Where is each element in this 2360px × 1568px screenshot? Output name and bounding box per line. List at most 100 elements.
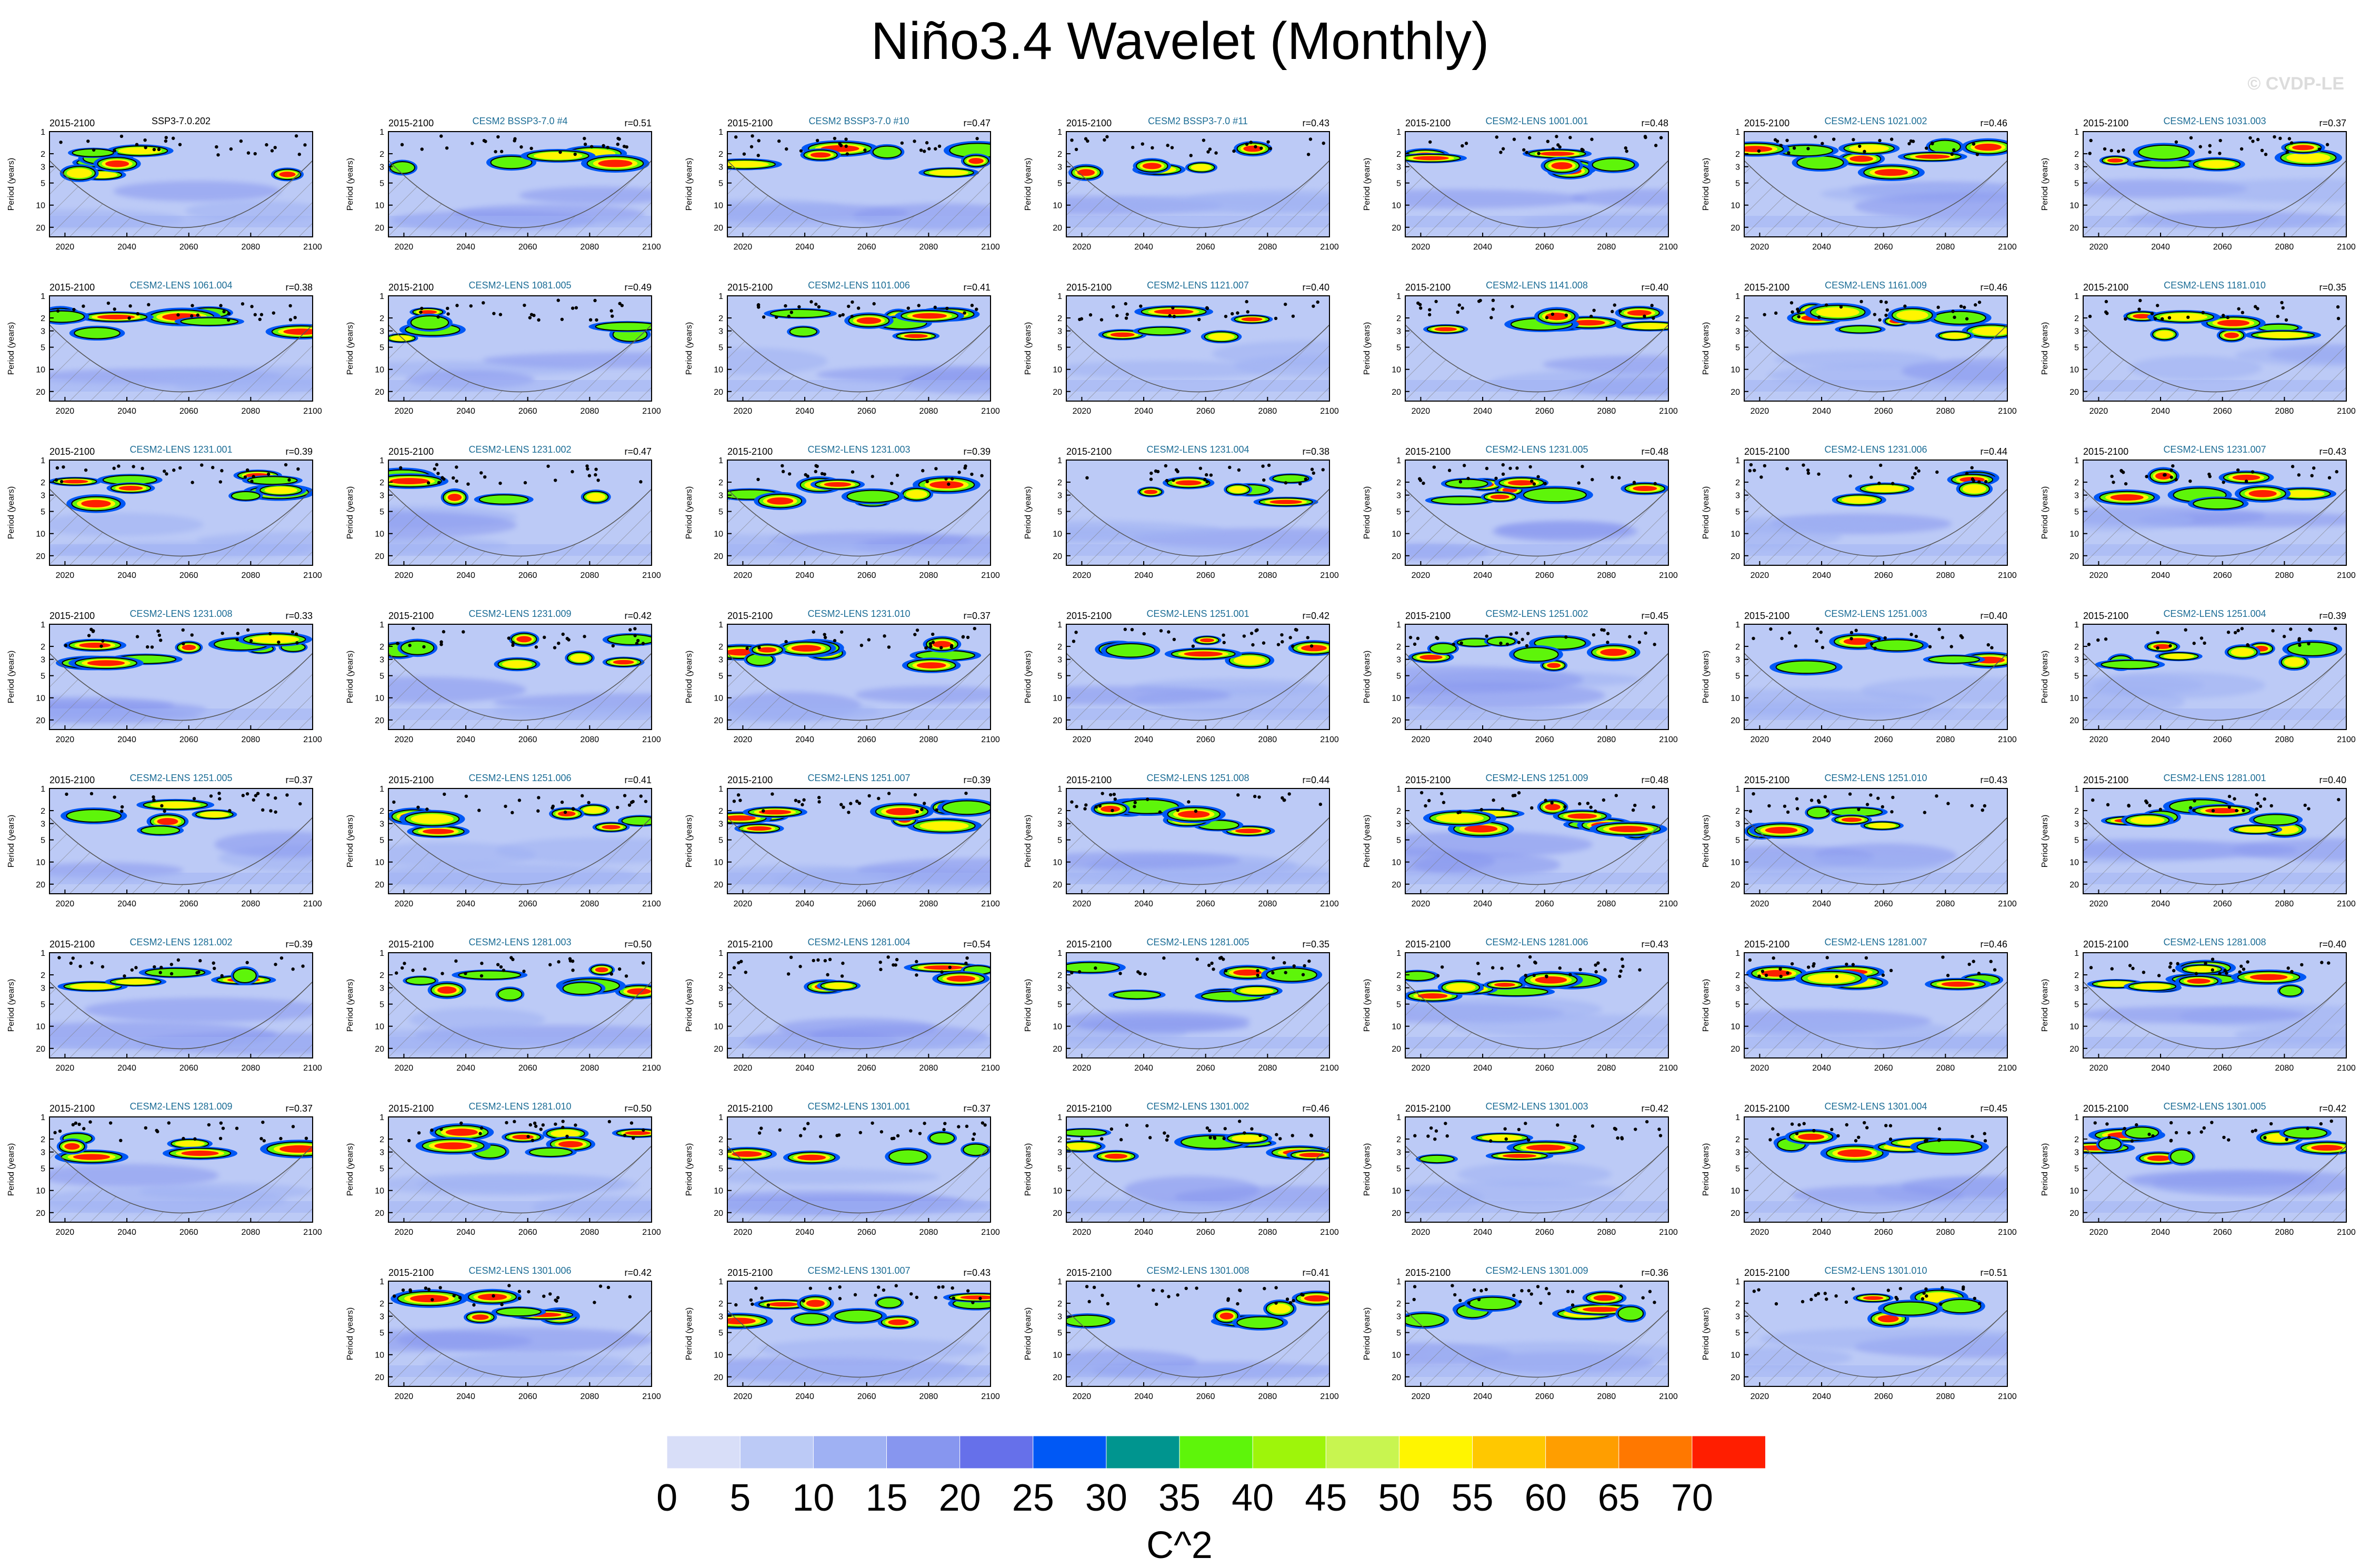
x-tick-label: 2040	[795, 243, 814, 252]
significance-dot	[616, 136, 620, 141]
significance-contour	[896, 332, 936, 341]
x-tick-label: 2020	[1751, 571, 1769, 580]
significance-contour	[1483, 492, 1516, 502]
cone-of-influence-line	[49, 324, 313, 393]
significance-dot	[2105, 312, 2109, 315]
x-tick-label: 2080	[1258, 407, 1277, 416]
significance-dot	[2336, 305, 2340, 309]
x-tick-label: 2040	[1473, 243, 1492, 252]
significance-dot	[222, 309, 226, 314]
significance-dot	[1644, 135, 1647, 139]
significance-dot	[1461, 306, 1464, 310]
significance-contour	[1892, 308, 1933, 323]
x-tick-label: 2020	[1073, 571, 1092, 580]
significance-dot	[266, 472, 271, 476]
y-axis-label: Period (years)	[7, 158, 16, 211]
y-axis-label: Period (years)	[346, 158, 355, 211]
significance-dot	[611, 314, 614, 318]
y-tick-label: 1	[41, 456, 45, 465]
cone-of-influence	[727, 489, 991, 565]
significance-dot	[1643, 314, 1646, 318]
significance-dot	[1785, 138, 1789, 142]
significance-contour	[1137, 326, 1187, 336]
correlation-label: r=0.38	[285, 282, 313, 293]
significance-contour	[1272, 474, 1309, 483]
power-contour	[72, 148, 114, 157]
correlation-label: r=0.48	[1641, 446, 1668, 457]
period-range-label: 2015-2100	[727, 282, 773, 293]
significance-dot	[2189, 136, 2193, 140]
correlation-label: r=0.48	[1641, 118, 1668, 128]
power-contour	[2198, 160, 2235, 168]
cone-of-influence-line	[727, 324, 991, 393]
panel-title: CESM2-LENS 1231.001	[129, 444, 232, 455]
significance-dot	[1115, 314, 1119, 317]
significance-dot	[1485, 466, 1489, 471]
significance-dot	[1168, 314, 1172, 318]
significance-dot	[1555, 135, 1558, 138]
y-tick-label: 10	[1392, 366, 1401, 375]
significance-dot	[2237, 307, 2241, 311]
power-contour	[2133, 314, 2152, 319]
significance-dot	[789, 311, 794, 314]
period-range-label: 2015-2100	[2083, 282, 2128, 293]
significance-dot	[1501, 463, 1505, 467]
significance-dot	[1885, 308, 1889, 312]
significance-dot	[1268, 146, 1273, 151]
significance-dot	[1618, 309, 1622, 313]
significance-dot	[1650, 304, 1654, 307]
colorbar-tick-label: 60	[1525, 1477, 1567, 1519]
significance-contour	[1544, 158, 1580, 173]
x-tick-label: 2020	[395, 243, 414, 252]
significance-dot	[2104, 299, 2108, 304]
x-tick-label: 2020	[395, 571, 414, 580]
significance-dot	[1262, 478, 1266, 482]
panel-frame	[1405, 295, 1669, 402]
significance-dot	[970, 472, 974, 476]
significance-contour	[2251, 330, 2315, 340]
significance-contour	[231, 491, 261, 501]
significance-dot	[799, 149, 803, 153]
significance-dot	[250, 305, 254, 308]
x-tick-label: 2100	[1320, 243, 1339, 252]
significance-dot	[734, 135, 738, 139]
significance-dot	[785, 147, 788, 151]
significance-dot	[1654, 144, 1658, 147]
period-range-label: 2015-2100	[727, 446, 773, 457]
x-tick-label: 2040	[456, 407, 475, 416]
significance-contour	[901, 310, 959, 322]
significance-contour	[1744, 143, 1784, 155]
significance-dot	[1917, 469, 1921, 473]
power-contour	[1523, 488, 1586, 502]
power-contour	[74, 327, 120, 339]
x-tick-label: 2060	[518, 243, 537, 252]
significance-dot	[1164, 464, 1168, 468]
cone-of-influence	[49, 325, 313, 401]
significance-dot	[72, 307, 76, 312]
y-tick-label: 1	[1057, 292, 1062, 301]
significance-dot	[1891, 482, 1895, 485]
significance-dot	[546, 464, 550, 468]
significance-dot	[823, 472, 826, 476]
significance-dot	[934, 147, 937, 151]
significance-dot	[433, 467, 436, 471]
significance-dot	[1796, 307, 1799, 311]
y-tick-label: 5	[1057, 344, 1062, 353]
power-contour	[1154, 309, 1194, 315]
significance-dot	[1591, 477, 1594, 482]
panel-title: CESM2-LENS 1231.002	[468, 444, 571, 455]
colorbar-swatch	[593, 1435, 668, 1469]
significance-dot	[498, 481, 502, 485]
significance-dot	[1197, 317, 1201, 322]
significance-dot	[190, 314, 194, 318]
significance-dot	[1911, 139, 1915, 143]
power-contour	[1243, 145, 1263, 152]
x-tick-label: 2080	[1936, 407, 1955, 416]
y-tick-label: 3	[718, 492, 723, 501]
significance-dot	[787, 472, 792, 476]
significance-dot	[889, 482, 894, 485]
y-tick-label: 5	[1735, 344, 1740, 353]
